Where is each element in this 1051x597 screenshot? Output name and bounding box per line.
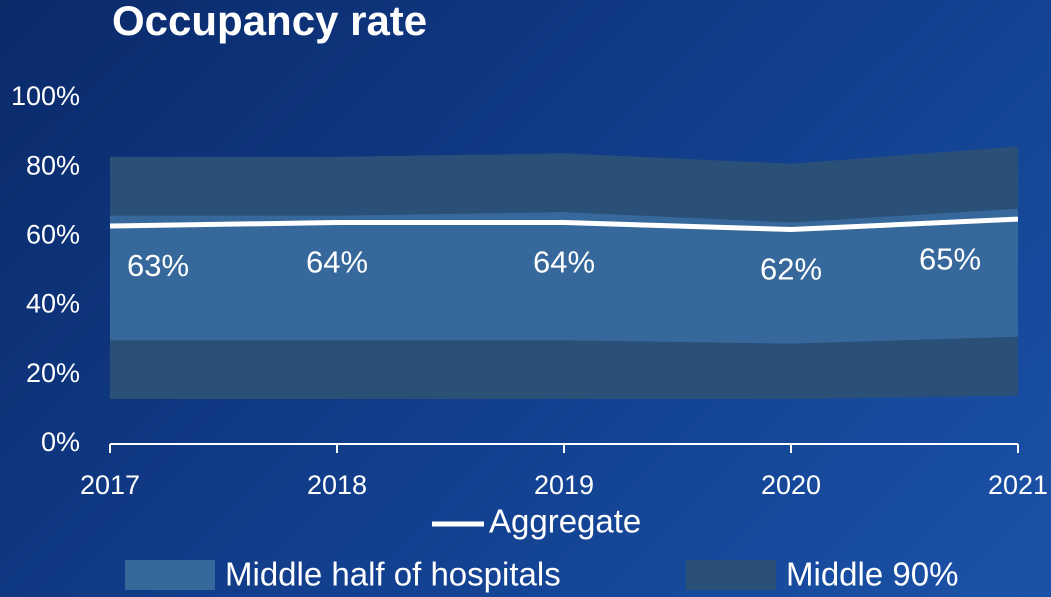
y-tick-label: 100% xyxy=(11,81,80,111)
legend-label: Aggregate xyxy=(489,503,641,540)
x-tick-label: 2017 xyxy=(80,470,140,500)
value-label: 64% xyxy=(306,245,368,280)
value-label: 62% xyxy=(760,252,822,287)
aggregate-line xyxy=(109,216,1019,232)
y-tick-label: 40% xyxy=(26,289,80,319)
legend-swatch xyxy=(686,560,776,590)
y-tick-label: 80% xyxy=(26,150,80,180)
value-label: 63% xyxy=(127,248,189,283)
band-area xyxy=(110,208,1018,344)
y-tick-label: 0% xyxy=(41,427,80,457)
y-tick-label: 60% xyxy=(26,220,80,250)
value-label: 65% xyxy=(919,241,981,276)
legend-swatch xyxy=(125,560,215,590)
chart-title: Occupancy rate xyxy=(112,0,427,44)
x-tick-label: 2020 xyxy=(761,470,821,500)
legend-label: Middle 90% xyxy=(786,556,958,593)
x-tick-label: 2021 xyxy=(988,470,1048,500)
legend-label: Middle half of hospitals xyxy=(225,556,561,593)
x-tick-label: 2019 xyxy=(534,470,594,500)
x-tick-label: 2018 xyxy=(307,470,367,500)
value-label: 64% xyxy=(533,245,595,280)
y-tick-label: 20% xyxy=(26,358,80,388)
